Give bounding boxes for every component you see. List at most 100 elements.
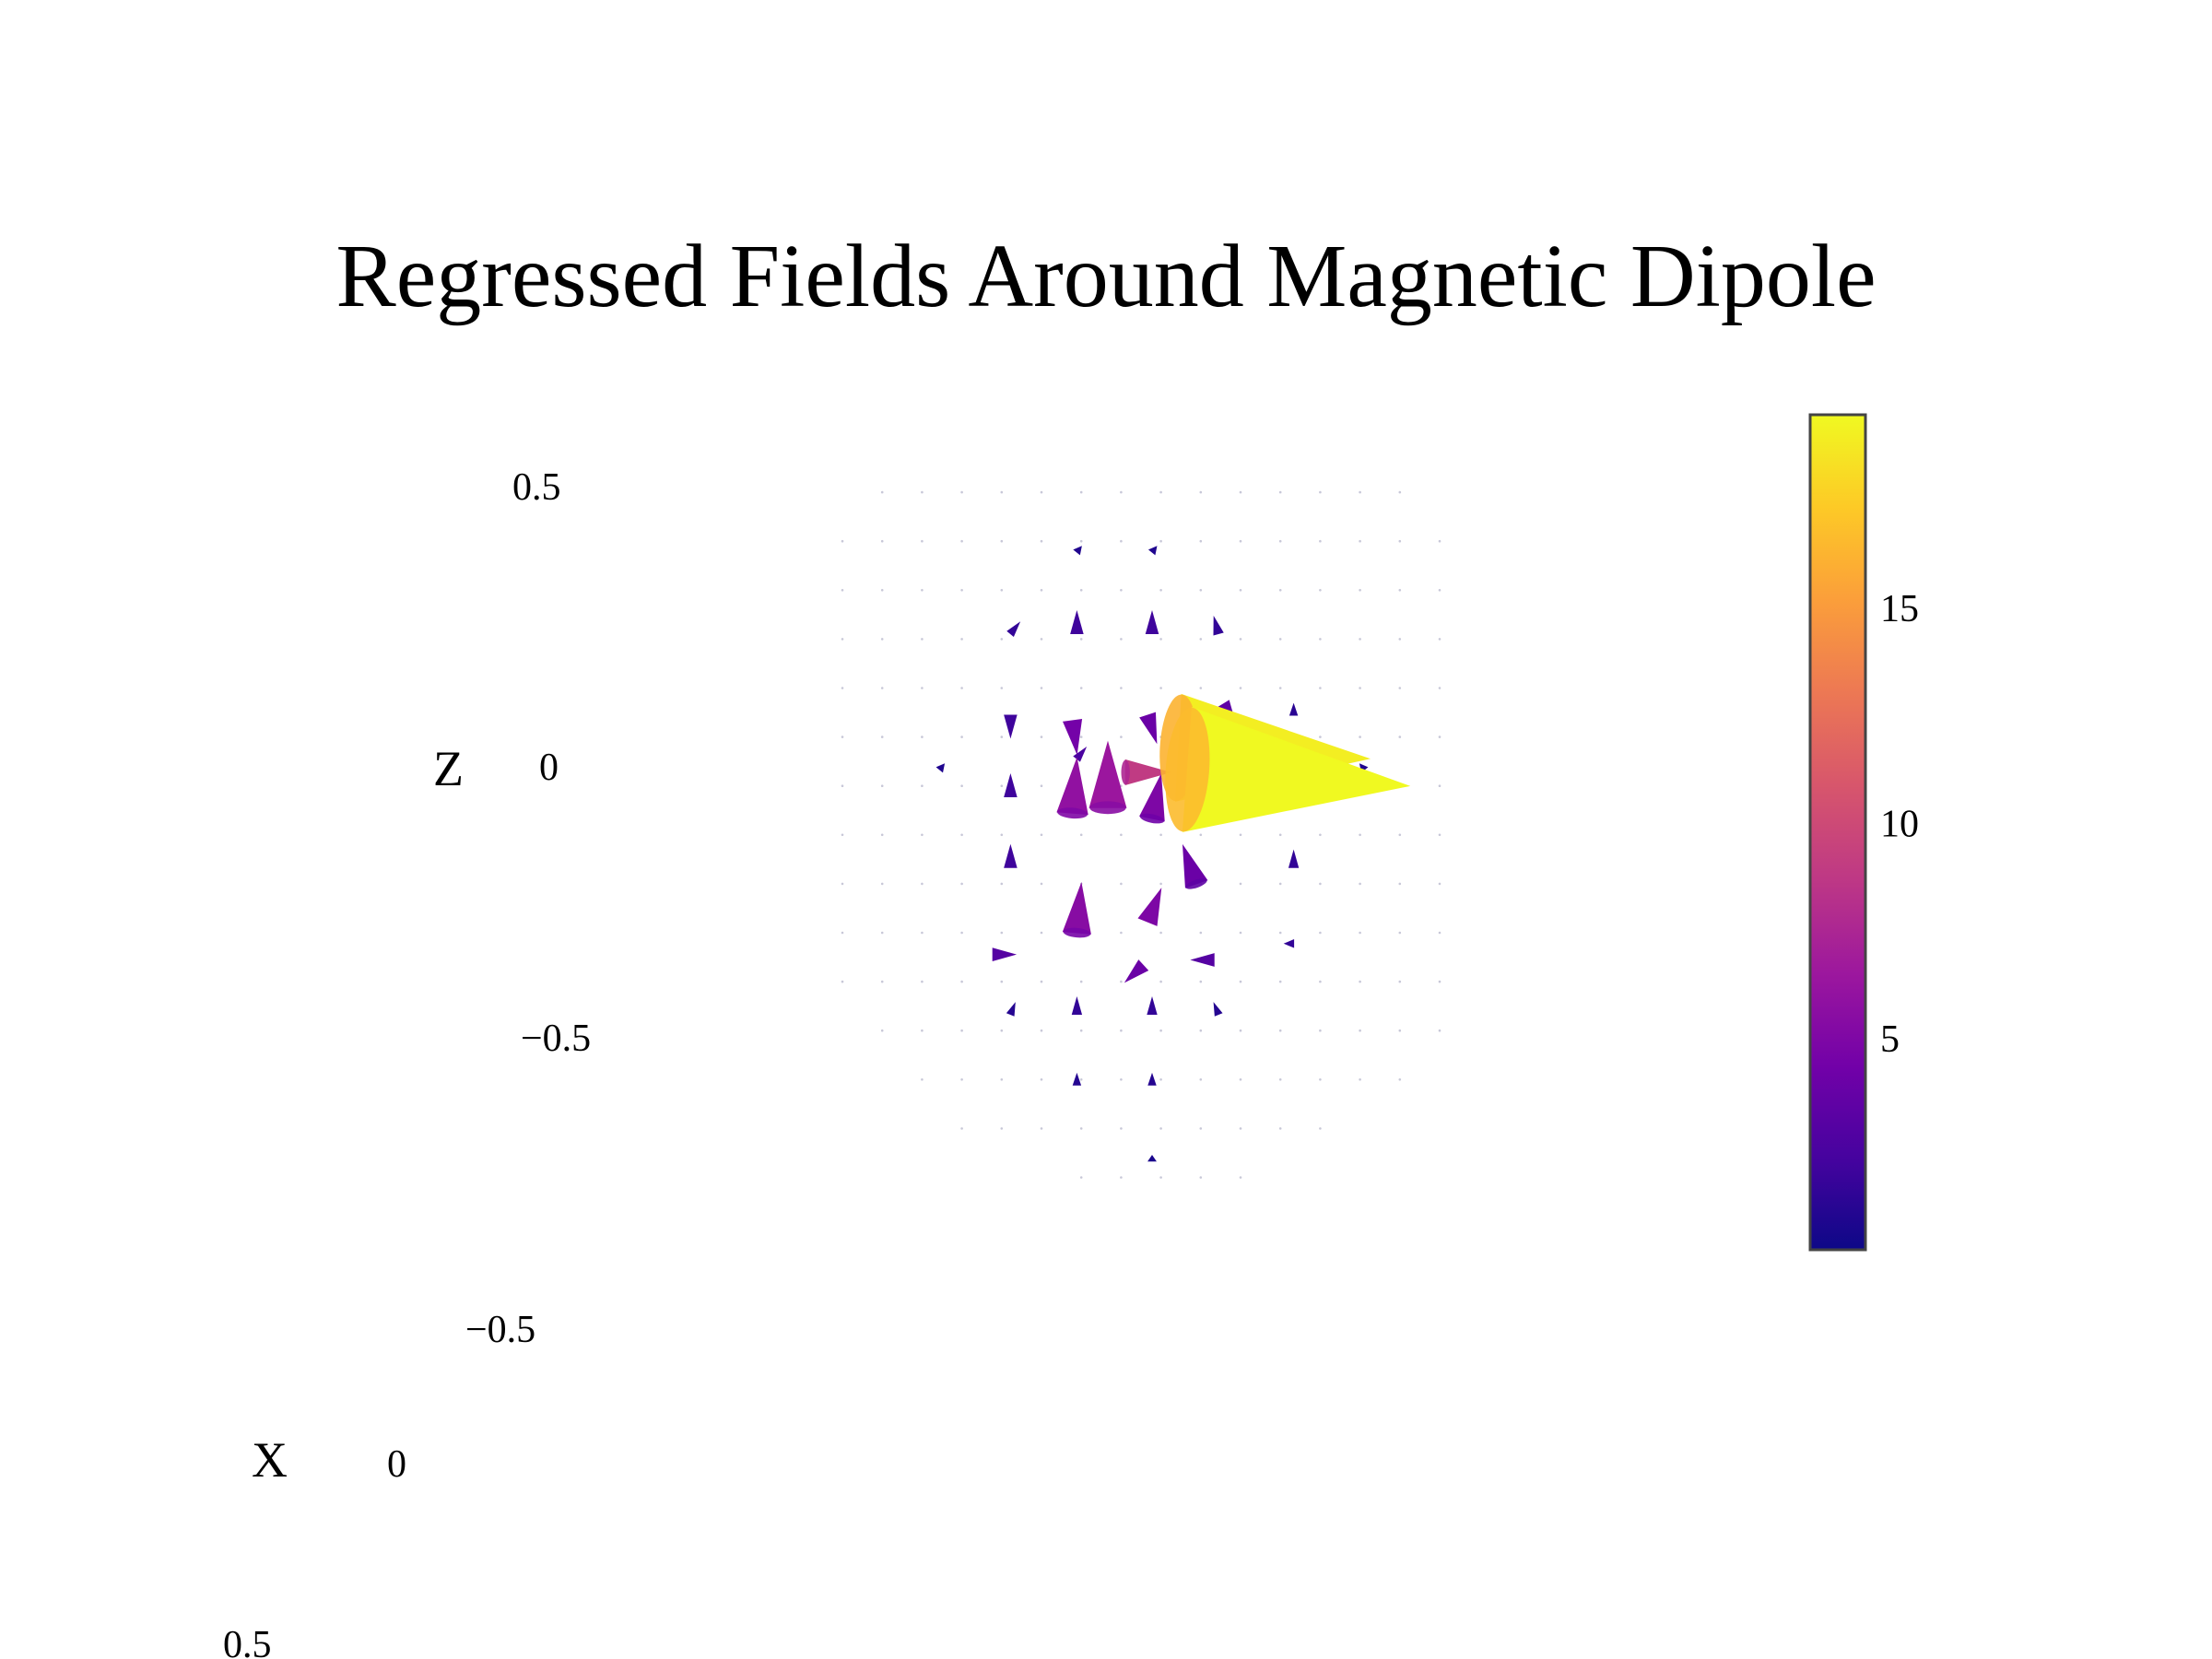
grid-point bbox=[1159, 1078, 1162, 1081]
grid-point bbox=[960, 539, 963, 543]
grid-point bbox=[880, 1029, 884, 1032]
field-cone-base bbox=[1139, 813, 1165, 824]
grid-point bbox=[1359, 539, 1361, 543]
grid-point bbox=[1398, 1029, 1402, 1032]
grid-point bbox=[1239, 1029, 1242, 1032]
grid-point bbox=[1398, 882, 1402, 886]
grid-point bbox=[1239, 589, 1242, 592]
grid-point bbox=[1159, 980, 1162, 983]
grid-point bbox=[1040, 539, 1043, 543]
grid-point bbox=[921, 490, 924, 494]
grid-point bbox=[1359, 882, 1361, 886]
field-cone-base bbox=[1089, 801, 1126, 815]
grid-point bbox=[1319, 539, 1322, 543]
grid-point bbox=[1000, 833, 1004, 837]
grid-point bbox=[921, 589, 924, 592]
grid-point bbox=[1438, 882, 1441, 886]
field-cone-base bbox=[1057, 807, 1088, 819]
grid-point bbox=[1000, 589, 1004, 592]
grid-point bbox=[1278, 589, 1282, 592]
grid-point bbox=[921, 1078, 924, 1081]
grid-point bbox=[1398, 539, 1402, 543]
grid-point bbox=[1239, 687, 1242, 689]
field-cone bbox=[1147, 1072, 1157, 1086]
field-cone bbox=[1288, 849, 1300, 868]
grid-point bbox=[921, 687, 924, 689]
grid-point bbox=[921, 1029, 924, 1032]
grid-point bbox=[1000, 735, 1004, 738]
grid-point bbox=[1239, 1078, 1242, 1081]
z-axis-label: Z bbox=[433, 741, 464, 796]
field-cone bbox=[1004, 773, 1018, 797]
grid-point bbox=[1079, 1029, 1083, 1032]
colorbar-tick-label: 10 bbox=[1880, 804, 1919, 846]
grid-point bbox=[921, 784, 924, 787]
grid-point bbox=[1079, 1127, 1083, 1130]
grid-point bbox=[1359, 931, 1361, 935]
grid-point bbox=[880, 539, 884, 543]
field-cone bbox=[1182, 707, 1411, 832]
field-cone bbox=[1213, 616, 1224, 636]
grid-point bbox=[1079, 833, 1083, 837]
grid-point bbox=[1120, 490, 1123, 494]
grid-point bbox=[1000, 931, 1004, 935]
grid-point bbox=[880, 980, 884, 983]
grid-point bbox=[960, 931, 963, 935]
grid-point bbox=[1000, 784, 1004, 787]
grid-point bbox=[1040, 833, 1043, 837]
grid-point bbox=[880, 784, 884, 787]
grid-point bbox=[960, 980, 963, 983]
x-tick-label: −0.5 bbox=[465, 1309, 535, 1351]
grid-point bbox=[1040, 1078, 1043, 1081]
grid-point bbox=[1079, 1078, 1083, 1081]
grid-point bbox=[1438, 589, 1441, 592]
grid-point bbox=[921, 539, 924, 543]
grid-point bbox=[1040, 638, 1043, 641]
grid-point bbox=[1438, 1029, 1441, 1032]
grid-point bbox=[841, 589, 844, 592]
grid-point bbox=[1438, 735, 1441, 738]
grid-point bbox=[1000, 1029, 1004, 1032]
grid-point bbox=[1398, 687, 1402, 689]
grid-point bbox=[1040, 784, 1043, 787]
grid-point bbox=[1199, 589, 1203, 592]
grid-point bbox=[1239, 1127, 1242, 1130]
grid-point bbox=[1040, 1127, 1043, 1130]
field-cone bbox=[1147, 995, 1158, 1015]
grid-point bbox=[1319, 1029, 1322, 1032]
grid-point bbox=[880, 638, 884, 641]
field-cone bbox=[992, 947, 1018, 961]
grid-point bbox=[1239, 931, 1242, 935]
grid-point bbox=[1000, 539, 1004, 543]
grid-point bbox=[1159, 589, 1162, 592]
x-tick-label: 0.5 bbox=[223, 1624, 272, 1659]
field-cone bbox=[1137, 888, 1162, 926]
grid-point bbox=[1199, 833, 1203, 837]
grid-point bbox=[841, 980, 844, 983]
grid-point bbox=[841, 833, 844, 837]
grid-point bbox=[1359, 1078, 1361, 1081]
grid-point bbox=[1398, 490, 1402, 494]
x-tick-label: 0 bbox=[387, 1443, 406, 1486]
grid-point bbox=[880, 931, 884, 935]
grid-point bbox=[1278, 1127, 1282, 1130]
grid-point bbox=[841, 882, 844, 886]
grid-point bbox=[1319, 931, 1322, 935]
grid-point bbox=[960, 784, 963, 787]
grid-point bbox=[1239, 980, 1242, 983]
grid-point bbox=[960, 882, 963, 886]
grid-point bbox=[1040, 490, 1043, 494]
grid-point bbox=[1239, 490, 1242, 494]
grid-point bbox=[1319, 833, 1322, 837]
grid-point bbox=[1000, 1078, 1004, 1081]
grid-point bbox=[1359, 490, 1361, 494]
grid-point bbox=[1000, 638, 1004, 641]
grid-point bbox=[960, 490, 963, 494]
grid-point bbox=[880, 833, 884, 837]
field-cone bbox=[1073, 546, 1082, 556]
grid-point bbox=[1040, 687, 1043, 689]
x-axis-label: X bbox=[252, 1432, 288, 1488]
grid-point bbox=[1239, 1176, 1242, 1179]
grid-point bbox=[1398, 980, 1402, 983]
